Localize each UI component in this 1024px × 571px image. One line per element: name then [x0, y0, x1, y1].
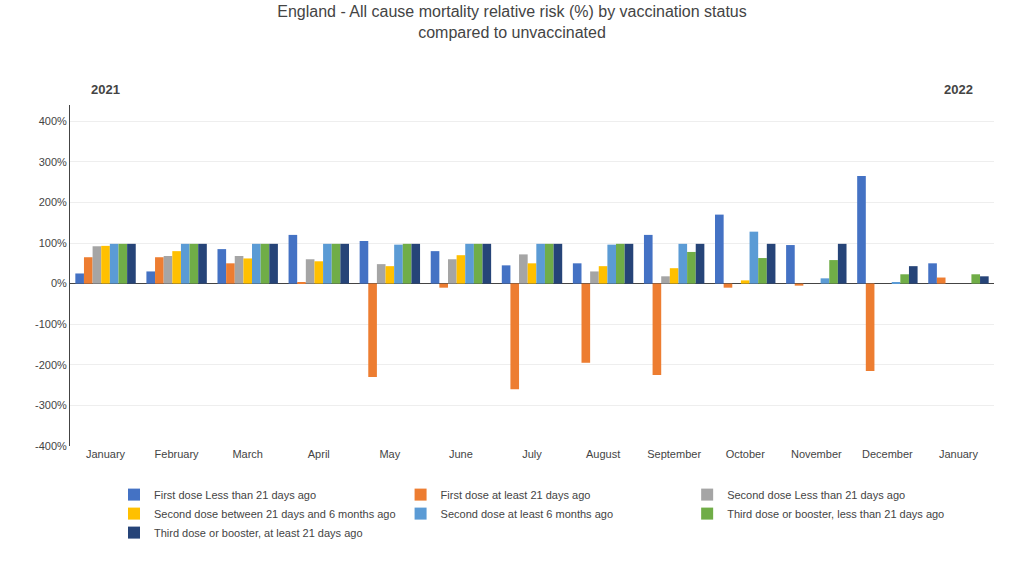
svg-text:400%: 400%	[39, 115, 67, 127]
svg-text:Second dose at least 6 months: Second dose at least 6 months ago	[441, 508, 613, 520]
svg-text:January: January	[939, 448, 979, 460]
svg-text:March: March	[232, 448, 263, 460]
svg-text:100%: 100%	[39, 237, 67, 249]
svg-text:February: February	[155, 448, 200, 460]
svg-text:300%: 300%	[39, 156, 67, 168]
svg-text:First dose at least 21 days ag: First dose at least 21 days ago	[441, 489, 591, 501]
svg-text:January: January	[86, 448, 126, 460]
svg-text:Third dose or booster, at leas: Third dose or booster, at least 21 days …	[154, 527, 363, 539]
svg-text:April: April	[308, 448, 330, 460]
svg-text:December: December	[862, 448, 913, 460]
svg-text:-300%: -300%	[35, 399, 67, 411]
svg-text:-200%: -200%	[35, 359, 67, 371]
svg-text:June: June	[449, 448, 473, 460]
svg-text:October: October	[726, 448, 765, 460]
svg-text:September: September	[647, 448, 701, 460]
svg-text:2022: 2022	[944, 82, 973, 97]
svg-text:England - All cause mortality: England - All cause mortality relative r…	[277, 3, 747, 41]
svg-text:-100%: -100%	[35, 318, 67, 330]
svg-text:2021: 2021	[91, 82, 120, 97]
svg-text:0%: 0%	[51, 277, 67, 289]
svg-text:Third dose or booster, less th: Third dose or booster, less than 21 days…	[727, 508, 944, 520]
svg-text:August: August	[586, 448, 620, 460]
svg-text:May: May	[379, 448, 400, 460]
svg-text:Second dose Less than 21 days: Second dose Less than 21 days ago	[727, 489, 905, 501]
svg-text:November: November	[791, 448, 842, 460]
svg-text:-400%: -400%	[35, 440, 67, 452]
svg-text:200%: 200%	[39, 196, 67, 208]
svg-text:July: July	[522, 448, 542, 460]
svg-text:First dose Less than 21 days a: First dose Less than 21 days ago	[154, 489, 316, 501]
svg-text:Second dose between 21 days an: Second dose between 21 days and 6 months…	[154, 508, 396, 520]
